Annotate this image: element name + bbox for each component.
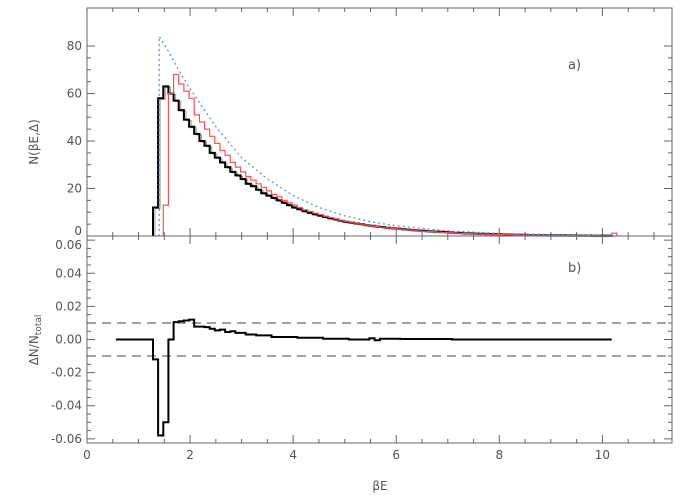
x-axis-title: βE xyxy=(372,479,387,493)
panel-b-ylabel-sub: total xyxy=(34,315,44,336)
x-tick-label: 6 xyxy=(392,448,400,462)
panel-a-ylabel: N(βE,Δ) xyxy=(27,119,41,165)
y-tick-label: 0.02 xyxy=(55,299,82,313)
y-tick-label: 0.04 xyxy=(55,266,82,280)
panel-a: 0 20 40 60 80 xyxy=(67,7,673,238)
x-tick-label: 10 xyxy=(595,448,610,462)
y-tick-label: -0.06 xyxy=(51,432,82,446)
series-0-line xyxy=(115,318,612,437)
y-tick-label: -0.02 xyxy=(51,366,82,380)
series-2-line xyxy=(158,34,603,236)
panel-a-label: a) xyxy=(568,58,581,73)
y-tick-label: 60 xyxy=(67,87,82,101)
y-tick-label: -0.04 xyxy=(51,399,82,413)
panel-b-ylabel: ΔN/Ntotal xyxy=(27,315,44,366)
x-tick-label: 2 xyxy=(186,448,194,462)
x-tick-label: 0 xyxy=(83,448,91,462)
y-tick-label: 0.00 xyxy=(55,333,82,347)
x-tick-label: 8 xyxy=(496,448,504,462)
y-tick-label: 80 xyxy=(67,39,82,53)
panel-b: 0 2 4 6 8 10 -0.06 -0.04 -0.02 0.00 0.02 0.04 0.06 xyxy=(51,235,673,462)
y-tick-label: 20 xyxy=(67,182,82,196)
panel-b-label: b) xyxy=(568,261,581,276)
panel-b-ylabel-main: ΔN/N xyxy=(27,335,41,365)
plot-frame xyxy=(86,7,673,237)
y-tick-label: 0.06 xyxy=(55,238,82,252)
x-tick-label: 4 xyxy=(289,448,297,462)
series-1-line xyxy=(162,73,618,237)
y-tick-label: 40 xyxy=(67,134,82,148)
y-tick-label: 0 xyxy=(74,224,82,238)
